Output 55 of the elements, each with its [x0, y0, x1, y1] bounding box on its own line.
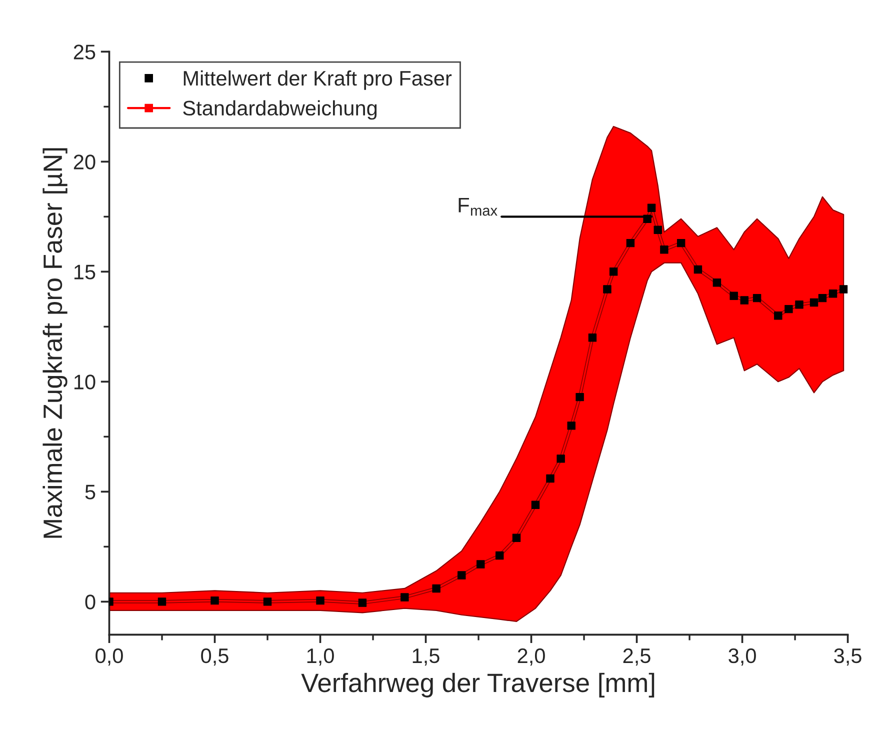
legend-label: Mittelwert der Kraft pro Faser — [184, 70, 452, 90]
x-tick-label: 2,5 — [623, 648, 650, 666]
y-axis-title: Maximale Zugkraft pro Faser [µN] — [42, 148, 68, 538]
y-tick-label: 10 — [74, 374, 96, 390]
point — [210, 596, 219, 605]
point — [839, 285, 848, 294]
point — [576, 392, 584, 402]
annotation: F$_{max}$ — [458, 198, 498, 216]
point — [567, 422, 576, 430]
point — [316, 596, 324, 605]
point — [694, 265, 702, 274]
point — [660, 246, 668, 254]
y-tick-label: 0 — [85, 594, 96, 610]
y-tick-label: 15 — [74, 264, 96, 280]
point — [158, 598, 166, 606]
point — [476, 560, 485, 568]
point — [588, 334, 597, 342]
point — [432, 584, 440, 593]
point — [358, 598, 367, 607]
point — [752, 294, 762, 302]
point — [556, 454, 565, 463]
point — [712, 278, 722, 287]
x-tick-label: 1,0 — [307, 648, 334, 666]
x-tick-label: 2,0 — [518, 648, 545, 666]
point — [810, 298, 818, 307]
y-tick-label: 5 — [85, 484, 96, 500]
y-tick-label: 20 — [74, 154, 96, 170]
x-tick-label: 3,0 — [728, 648, 756, 666]
point — [740, 296, 748, 304]
point — [818, 294, 827, 302]
point — [458, 571, 466, 580]
point — [531, 500, 540, 509]
point — [496, 551, 504, 560]
point — [626, 238, 635, 248]
point — [676, 238, 686, 248]
point — [603, 285, 612, 294]
point — [400, 593, 409, 602]
x-tick-label: 0,0 — [96, 648, 123, 666]
x-tick-label: 3,5 — [834, 648, 862, 666]
point — [647, 204, 656, 212]
x-axis-title: Verfahrweg der Traverse [mm] — [301, 672, 654, 698]
y-tick-label: 25 — [74, 44, 96, 60]
point — [784, 304, 793, 314]
point — [654, 226, 662, 234]
point — [546, 474, 554, 483]
x-tick-label: 1,5 — [412, 648, 440, 666]
point — [774, 312, 782, 320]
point — [795, 300, 804, 309]
point — [263, 598, 272, 606]
point — [512, 534, 521, 542]
point — [730, 292, 738, 300]
point — [609, 268, 618, 276]
x-tick-label: 0,5 — [201, 648, 228, 666]
legend-label: Standardabweichung — [183, 100, 377, 120]
point — [828, 290, 838, 298]
